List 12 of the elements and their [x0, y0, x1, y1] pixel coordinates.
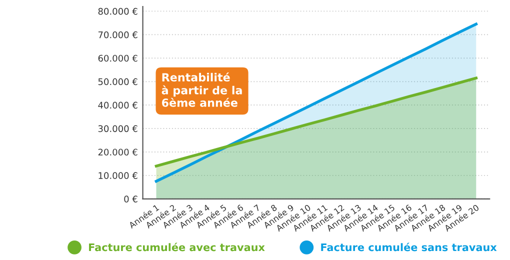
annotation: Rentabilité à partir de la 6ème année: [162, 72, 242, 107]
y-tick-label: 30.000 €: [98, 125, 138, 132]
y-tick-label: 60.000 €: [98, 54, 138, 62]
legend-label: Facture cumulée sans travaux: [321, 242, 497, 252]
y-tick-label: 50.000 €: [98, 78, 138, 86]
y-tick-label: 80.000 €: [98, 8, 138, 15]
y-tick-label: 40.000 €: [98, 102, 138, 109]
legend-label: Facture cumulée avec travaux: [89, 242, 265, 252]
y-tick-label: 20.000 €: [98, 148, 138, 156]
y-tick-label: 0 €: [124, 196, 138, 202]
y-tick-label: 70.000 €: [98, 31, 138, 38]
y-tick-label: 10.000 €: [98, 172, 138, 179]
